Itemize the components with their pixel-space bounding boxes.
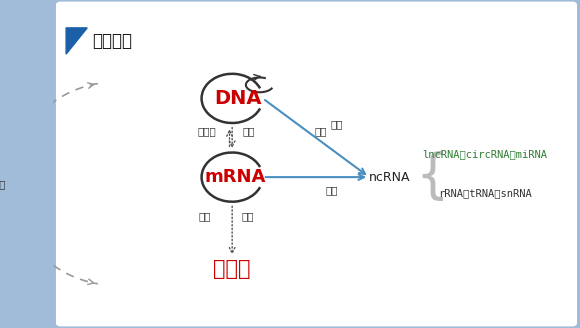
FancyBboxPatch shape — [57, 2, 577, 326]
Text: 蛋白质: 蛋白质 — [213, 259, 251, 279]
Text: 调控: 调控 — [0, 179, 6, 189]
Text: 逆转录: 逆转录 — [198, 126, 216, 136]
Text: 翻译: 翻译 — [242, 212, 254, 221]
Text: rRNA、tRNA、snRNA: rRNA、tRNA、snRNA — [438, 189, 532, 198]
Text: 调控: 调控 — [325, 185, 338, 195]
Text: lncRNA、circRNA、miRNA: lncRNA、circRNA、miRNA — [423, 149, 548, 159]
Text: ncRNA: ncRNA — [369, 171, 411, 184]
Text: mRNA: mRNA — [204, 168, 266, 186]
Text: {: { — [416, 151, 450, 203]
Polygon shape — [66, 28, 87, 54]
Text: 中心法则: 中心法则 — [92, 32, 132, 50]
Text: 调控: 调控 — [198, 212, 211, 221]
Text: 转录: 转录 — [242, 126, 255, 136]
Text: 调控: 调控 — [315, 126, 328, 136]
Text: DNA: DNA — [215, 89, 262, 108]
Text: 转录: 转录 — [331, 120, 343, 130]
